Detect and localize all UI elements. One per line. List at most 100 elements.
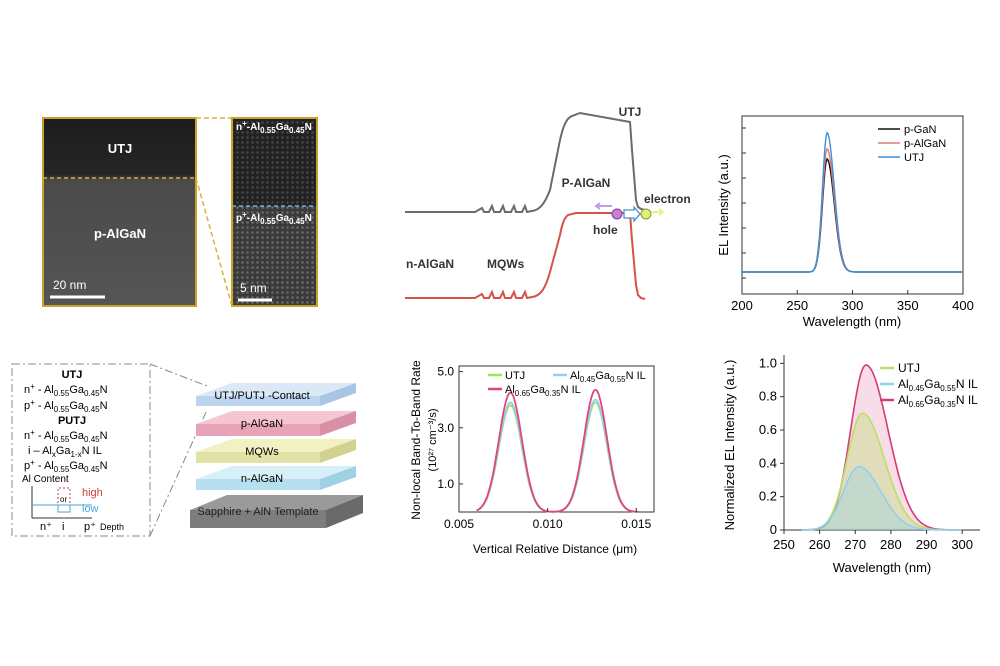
layer-template-side [326,495,363,528]
nel-ytick-label: 0.2 [759,489,777,504]
btb-series-2 [476,388,639,513]
al-content-label: Al Content [22,474,69,485]
layer-nalgan-front [196,479,320,490]
btb-xtick-label: 0.015 [621,517,651,531]
layer-contact-label: UTJ/PUTJ -Contact [214,390,309,402]
band-label-hole: hole [593,223,618,237]
band-label-utj: UTJ [619,105,642,119]
btb-ytick-label: 5.0 [437,365,454,379]
tem-zoom-top-label: n+-Al0.55Ga0.45N [236,119,312,135]
tunnel-arrow [623,205,641,223]
el-xtick-label: 300 [842,298,864,313]
btb-ytick-label: 1.0 [437,477,454,491]
band-diagram-panel: UTJ P-AlGaN n-AlGaN MQWs hole electron [405,105,691,300]
band-label-mqws: MQWs [487,257,525,271]
electron-marker [640,208,652,220]
layer-palgan-front [196,424,320,436]
schematic-utj-line1: n+ - Al0.55Ga0.45N [24,382,108,398]
inset-connector-top [149,363,208,387]
el-xtick-label: 200 [731,298,753,313]
tem-panel: UTJ p-AlGaN 20 nm n+-Al0.55Ga0.45N p+-Al… [42,117,318,307]
tem-right-frame [231,117,318,307]
layer-palgan-label: p-AlGaN [241,418,283,430]
band-valence-curve [405,212,646,300]
tem-scale-left: 20 nm [53,278,86,292]
al-low-profile [57,505,71,513]
nel-area-0 [801,413,963,530]
tem-label-palgan: p-AlGaN [94,226,146,241]
layer-palgan-top [196,411,356,424]
el-ylabel: EL Intensity (a.u.) [716,154,731,255]
schematic-putj-line3: p+ - Al0.55Ga0.45N [24,458,108,474]
al-high-label: high [82,487,103,499]
btb-legend-al45: Al0.45Ga0.55N IL [570,370,646,384]
nel-legend-al45: Al0.45Ga0.55N IL [898,377,978,393]
schematic-utj-title: UTJ [62,369,83,381]
al-x-n: n⁺ [40,521,52,533]
tem-right-dark-region [232,118,317,206]
el-legend-palgan: p-AlGaN [904,138,946,150]
schematic-panel: UTJ n+ - Al0.55Ga0.45N p+ - Al0.55Ga0.45… [11,363,363,537]
hole-marker [611,208,623,220]
btb-ytick-label: 3.0 [437,421,454,435]
layer-contact-front [196,396,320,406]
btb-legend: UTJ Al0.45Ga0.55N IL Al0.65Ga0.35N IL [488,370,646,398]
layer-stack: Sapphire + AlN Template n-AlGaN MQWs p-A… [190,383,363,528]
tem-label-utj: UTJ [108,141,133,156]
hole-arrow [594,202,612,210]
btb-ylabel-line2: (10²⁷ cm⁻³/s) [427,409,439,472]
tem-image-left [43,118,196,306]
layer-template-top [190,495,363,510]
layer-contact-top [196,383,356,396]
btb-rate-chart: 0.005 0.010 0.015 1.0 3.0 5.0 Vertical Relati… [409,360,655,556]
layer-template-label: Sapphire + AlN Template [197,506,318,518]
btb-legend-al65: Al0.65Ga0.35N IL [505,384,581,398]
nel-area-2 [801,365,963,530]
el-xlabel: Wavelength (nm) [803,314,902,329]
nel-ylabel: Normalized EL Intensity (a.u.) [722,360,737,531]
nel-area-1 [801,466,963,530]
al-or-label: or [60,495,67,504]
al-x-depth: Depth [100,522,124,532]
nel-legend-al65: Al0.65Ga0.35N IL [898,393,978,409]
nel-ytick-label: 1.0 [759,355,777,370]
btb-legend-utj: UTJ [505,370,525,382]
nel-xtick-label: 250 [773,537,795,552]
layer-nalgan-top [196,466,356,479]
el-legend: p-GaN p-AlGaN UTJ [878,124,946,164]
nel-xtick-label: 300 [951,537,973,552]
nel-xtick-label: 290 [916,537,938,552]
nel-xtick-label: 280 [880,537,902,552]
el-legend-pgan: p-GaN [904,124,936,136]
schematic-putj-line1: n+ - Al0.55Ga0.45N [24,428,108,444]
btb-xlabel: Vertical Relative Distance (μm) [473,542,637,556]
layer-nalgan-side [320,466,356,490]
el-xtick-label: 250 [786,298,808,313]
el-intensity-chart: 200 250 300 350 400 Wavelength (nm) EL Inten… [716,115,974,329]
band-label-nalgan: n-AlGaN [406,257,454,271]
nel-xtick-label: 270 [844,537,866,552]
layer-nalgan-label: n-AlGaN [241,473,283,485]
zoom-connector-bottom [195,177,233,307]
al-x-i: i [62,521,64,533]
band-label-electron: electron [644,192,691,206]
band-label-palgan: P-AlGaN [562,176,611,190]
btb-xtick-label: 0.010 [533,517,563,531]
tem-zoom-bottom-label: p+-Al0.55Ga0.45N [236,210,312,226]
el-legend-utj: UTJ [904,152,924,164]
al-low-label: low [82,503,99,515]
band-conduction-curve [405,111,646,214]
btb-xtick-label: 0.005 [444,517,474,531]
tem-left-frame [42,117,197,307]
layer-mqws-side [320,439,356,463]
nel-xtick-label: 260 [809,537,831,552]
schematic-inset-frame [11,363,151,537]
el-xtick-label: 400 [952,298,974,313]
btb-ylabel-line1: Non-local Band-To-Band Rate [409,360,423,520]
schematic-putj-line2: i – AlxGa1-xN IL [28,445,102,459]
normalized-el-chart: 250 260 270 280 290 300 0 0.2 0.4 0.6 0.8 1.0 Wavel… [722,355,980,575]
nel-ytick-label: 0.6 [759,422,777,437]
layer-mqws-front [196,452,320,463]
